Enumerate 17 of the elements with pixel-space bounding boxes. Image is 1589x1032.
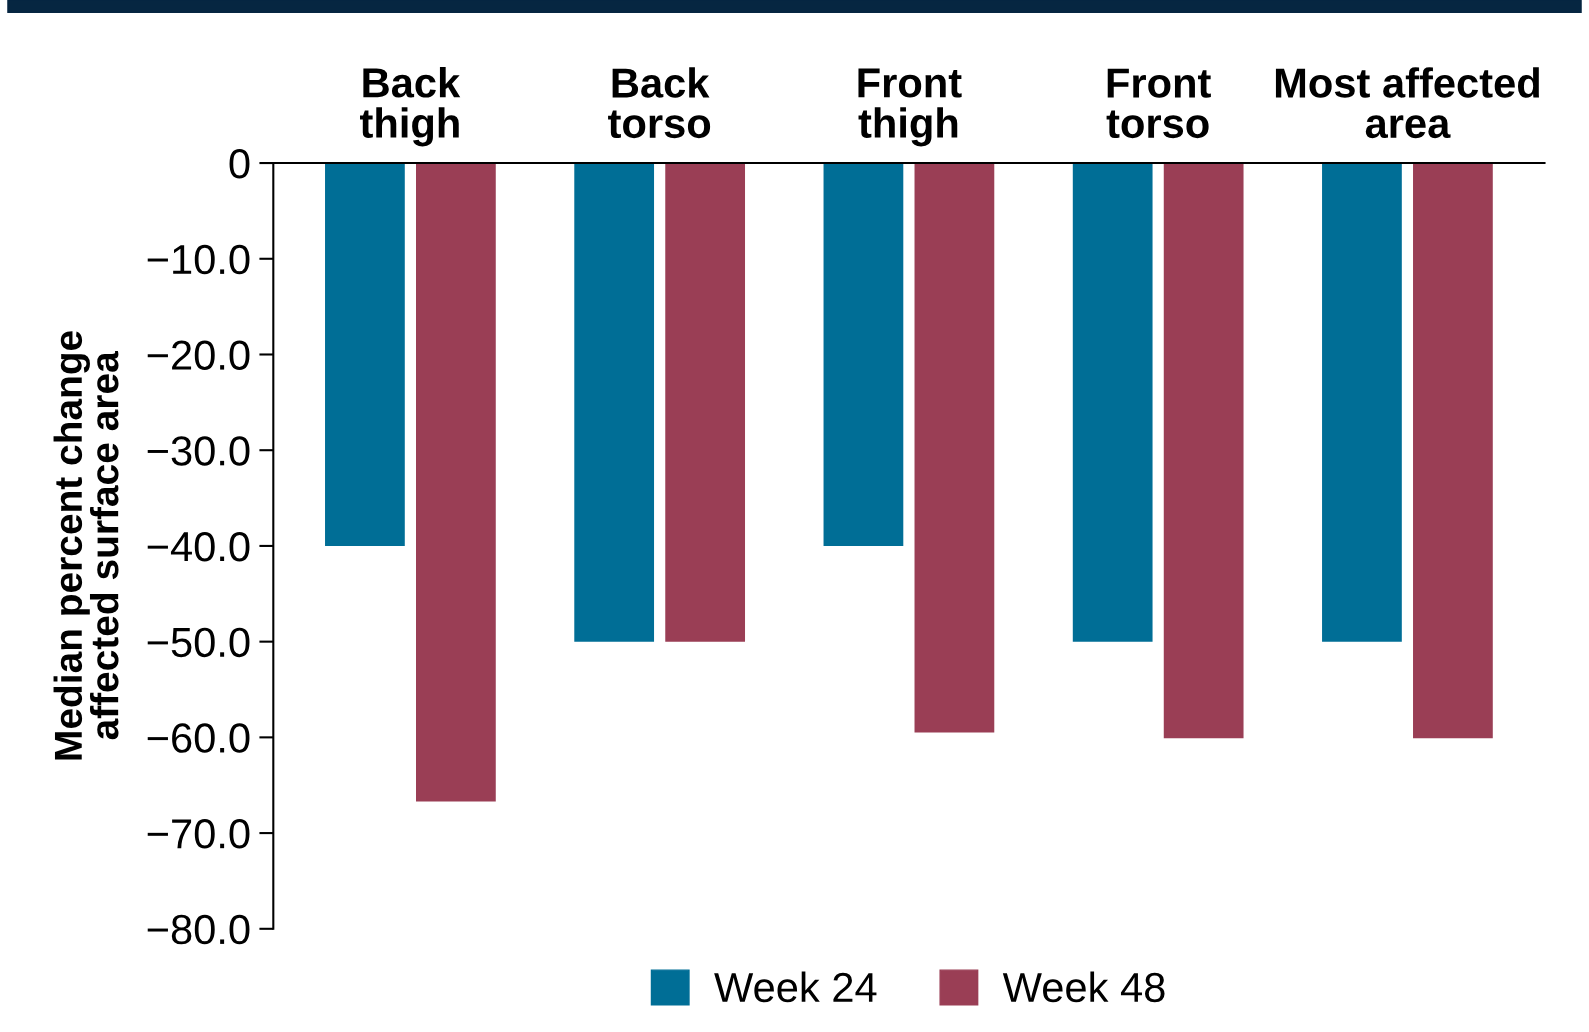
y-tick-label: 0 [229, 149, 250, 179]
x-tick-label: Back thigh [360, 67, 461, 147]
x-tick-label: Front torso [1106, 68, 1211, 139]
legend-label: Week 24 [714, 971, 877, 1003]
y-tick-label: −70.0 [147, 819, 250, 849]
y-tick-label: −20.0 [147, 340, 250, 370]
y-tick-label: −50.0 [147, 627, 250, 658]
y-tick-label: −60.0 [147, 723, 250, 753]
x-tick-label: Most affected area [1275, 67, 1539, 139]
x-tick-label: Back torso [608, 67, 711, 139]
y-tick-label: −40.0 [147, 531, 250, 562]
y-tick-label: −10.0 [147, 244, 250, 275]
y-tick-label: −30.0 [147, 436, 250, 466]
legend-label: Week 48 [1002, 971, 1165, 1003]
y-tick-label: −80.0 [147, 914, 250, 945]
y-axis-title: Median percent change affected surface area [53, 331, 119, 760]
x-tick-label: Front thigh [858, 68, 962, 147]
